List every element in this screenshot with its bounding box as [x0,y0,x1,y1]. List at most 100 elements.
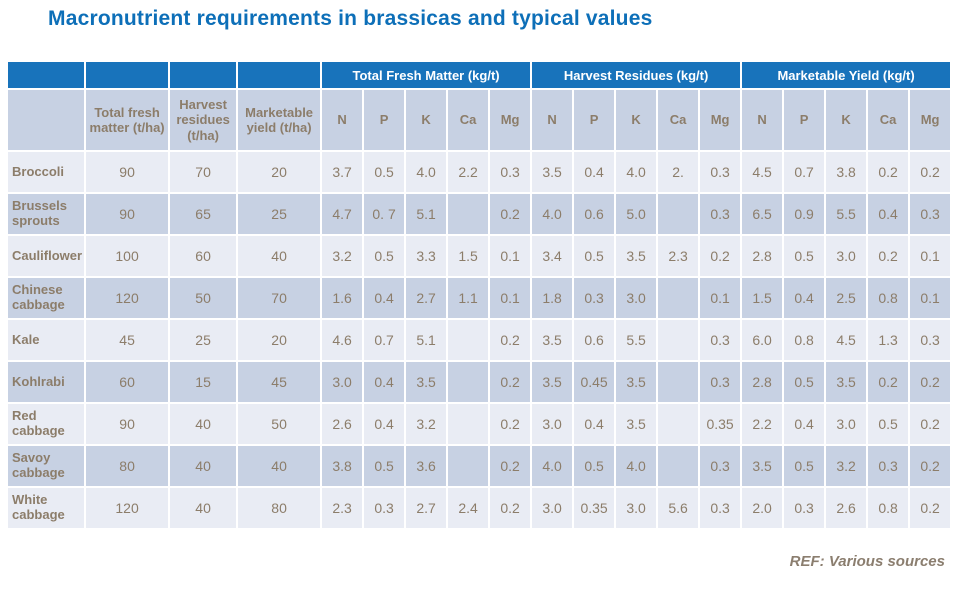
crop-name: Broccoli [8,152,85,192]
value-cell: 0.8 [868,488,909,528]
value-cell: 0.4 [364,404,405,444]
value-cell: 0.6 [574,194,615,234]
nutrient-table-wrapper: Total Fresh Matter (kg/t) Harvest Residu… [6,60,952,530]
blank-header-cell [86,62,169,88]
value-cell: 5.5 [616,320,657,360]
value-cell: 3.2 [322,236,363,276]
table-row: Brussels sprouts 90 65 25 4.7 0. 7 5.1 0.2 4.0 0.… [8,194,951,234]
value-cell: 3.0 [616,488,657,528]
value-cell: 3.4 [532,236,573,276]
value-cell: 3.8 [826,152,867,192]
page-title: Macronutrient requirements in brassicas … [48,7,653,30]
table-row: Savoy cabbage 80 40 40 3.8 0.5 3.6 0.2 4.0 0.5 4.0… [8,446,951,486]
value-cell: 4.7 [322,194,363,234]
value-cell: 25 [238,194,321,234]
table-row: Cauliflower 100 60 40 3.2 0.5 3.3 1.5 0.1 3.4 0.5 3… [8,236,951,276]
value-cell: 0.2 [910,446,951,486]
value-cell: 0.2 [910,362,951,402]
reference-note: REF: Various sources [789,553,945,570]
value-cell: 0.3 [700,488,741,528]
value-cell [448,404,489,444]
value-cell: 40 [238,236,321,276]
value-cell: 0.3 [364,488,405,528]
value-cell: 3.0 [532,488,573,528]
value-cell: 0.3 [868,446,909,486]
value-cell: 3.5 [406,362,447,402]
crop-name: Cauliflower [8,236,85,276]
value-cell: 3.8 [322,446,363,486]
value-cell: 0.5 [574,446,615,486]
value-cell: 0.1 [910,236,951,276]
value-cell: 2.6 [322,404,363,444]
value-cell: 0.3 [490,152,531,192]
value-cell: 20 [238,152,321,192]
value-cell: 2.7 [406,278,447,318]
crop-name: Kale [8,320,85,360]
value-cell: 0.2 [490,320,531,360]
value-cell: 0.2 [910,404,951,444]
value-cell: 20 [238,320,321,360]
value-cell: 0.8 [784,320,825,360]
value-cell: 3.0 [826,236,867,276]
value-cell: 0.2 [910,152,951,192]
value-cell: 2.2 [448,152,489,192]
crop-name: Brussels sprouts [8,194,85,234]
value-cell: 3.7 [322,152,363,192]
value-cell [448,362,489,402]
value-cell: 0.45 [574,362,615,402]
value-cell: 5.1 [406,320,447,360]
value-cell: 0.1 [490,236,531,276]
value-cell: 4.0 [532,446,573,486]
value-cell: 80 [86,446,169,486]
value-cell: 3.2 [406,404,447,444]
crop-name: Kohlrabi [8,362,85,402]
value-cell [658,446,699,486]
value-cell: 0.4 [574,404,615,444]
value-cell: 6.5 [742,194,783,234]
value-cell: 0.1 [490,278,531,318]
value-cell: 25 [170,320,237,360]
value-cell: 0.2 [490,194,531,234]
value-cell: 90 [86,194,169,234]
column-header-n: N [322,90,363,150]
crop-name: White cabbage [8,488,85,528]
value-cell: 0.35 [574,488,615,528]
value-cell: 3.3 [406,236,447,276]
value-cell: 0.5 [868,404,909,444]
crop-name: Red cabbage [8,404,85,444]
column-header-p: P [364,90,405,150]
value-cell: 0.3 [784,488,825,528]
crop-name: Chinese cabbage [8,278,85,318]
value-cell: 40 [238,446,321,486]
value-cell: 3.5 [616,404,657,444]
value-cell: 40 [170,446,237,486]
value-cell: 4.5 [742,152,783,192]
value-cell: 0.5 [574,236,615,276]
value-cell: 70 [170,152,237,192]
value-cell: 0.8 [868,278,909,318]
value-cell: 120 [86,488,169,528]
group-header-harvest-residues: Harvest Residues (kg/t) [532,62,741,88]
column-header-ca: Ca [658,90,699,150]
column-header-row: Total fresh matter (t/ha) Harvest residu… [8,90,951,150]
value-cell [658,320,699,360]
value-cell [658,194,699,234]
value-cell: 1.6 [322,278,363,318]
value-cell: 2.0 [742,488,783,528]
column-header-ca: Ca [868,90,909,150]
value-cell: 0.4 [364,362,405,402]
column-header-total-fresh-matter-tha: Total fresh matter (t/ha) [86,90,169,150]
value-cell: 3.5 [532,362,573,402]
value-cell: 3.2 [826,446,867,486]
value-cell: 6.0 [742,320,783,360]
table-row: Chinese cabbage 120 50 70 1.6 0.4 2.7 1.1 0.1 1.8… [8,278,951,318]
value-cell: 0.4 [574,152,615,192]
value-cell: 2.4 [448,488,489,528]
value-cell: 0.3 [700,320,741,360]
blank-header-cell [8,90,85,150]
value-cell: 2.8 [742,236,783,276]
value-cell: 45 [238,362,321,402]
value-cell: 3.5 [616,362,657,402]
value-cell: 0.4 [784,404,825,444]
value-cell: 0.5 [784,236,825,276]
